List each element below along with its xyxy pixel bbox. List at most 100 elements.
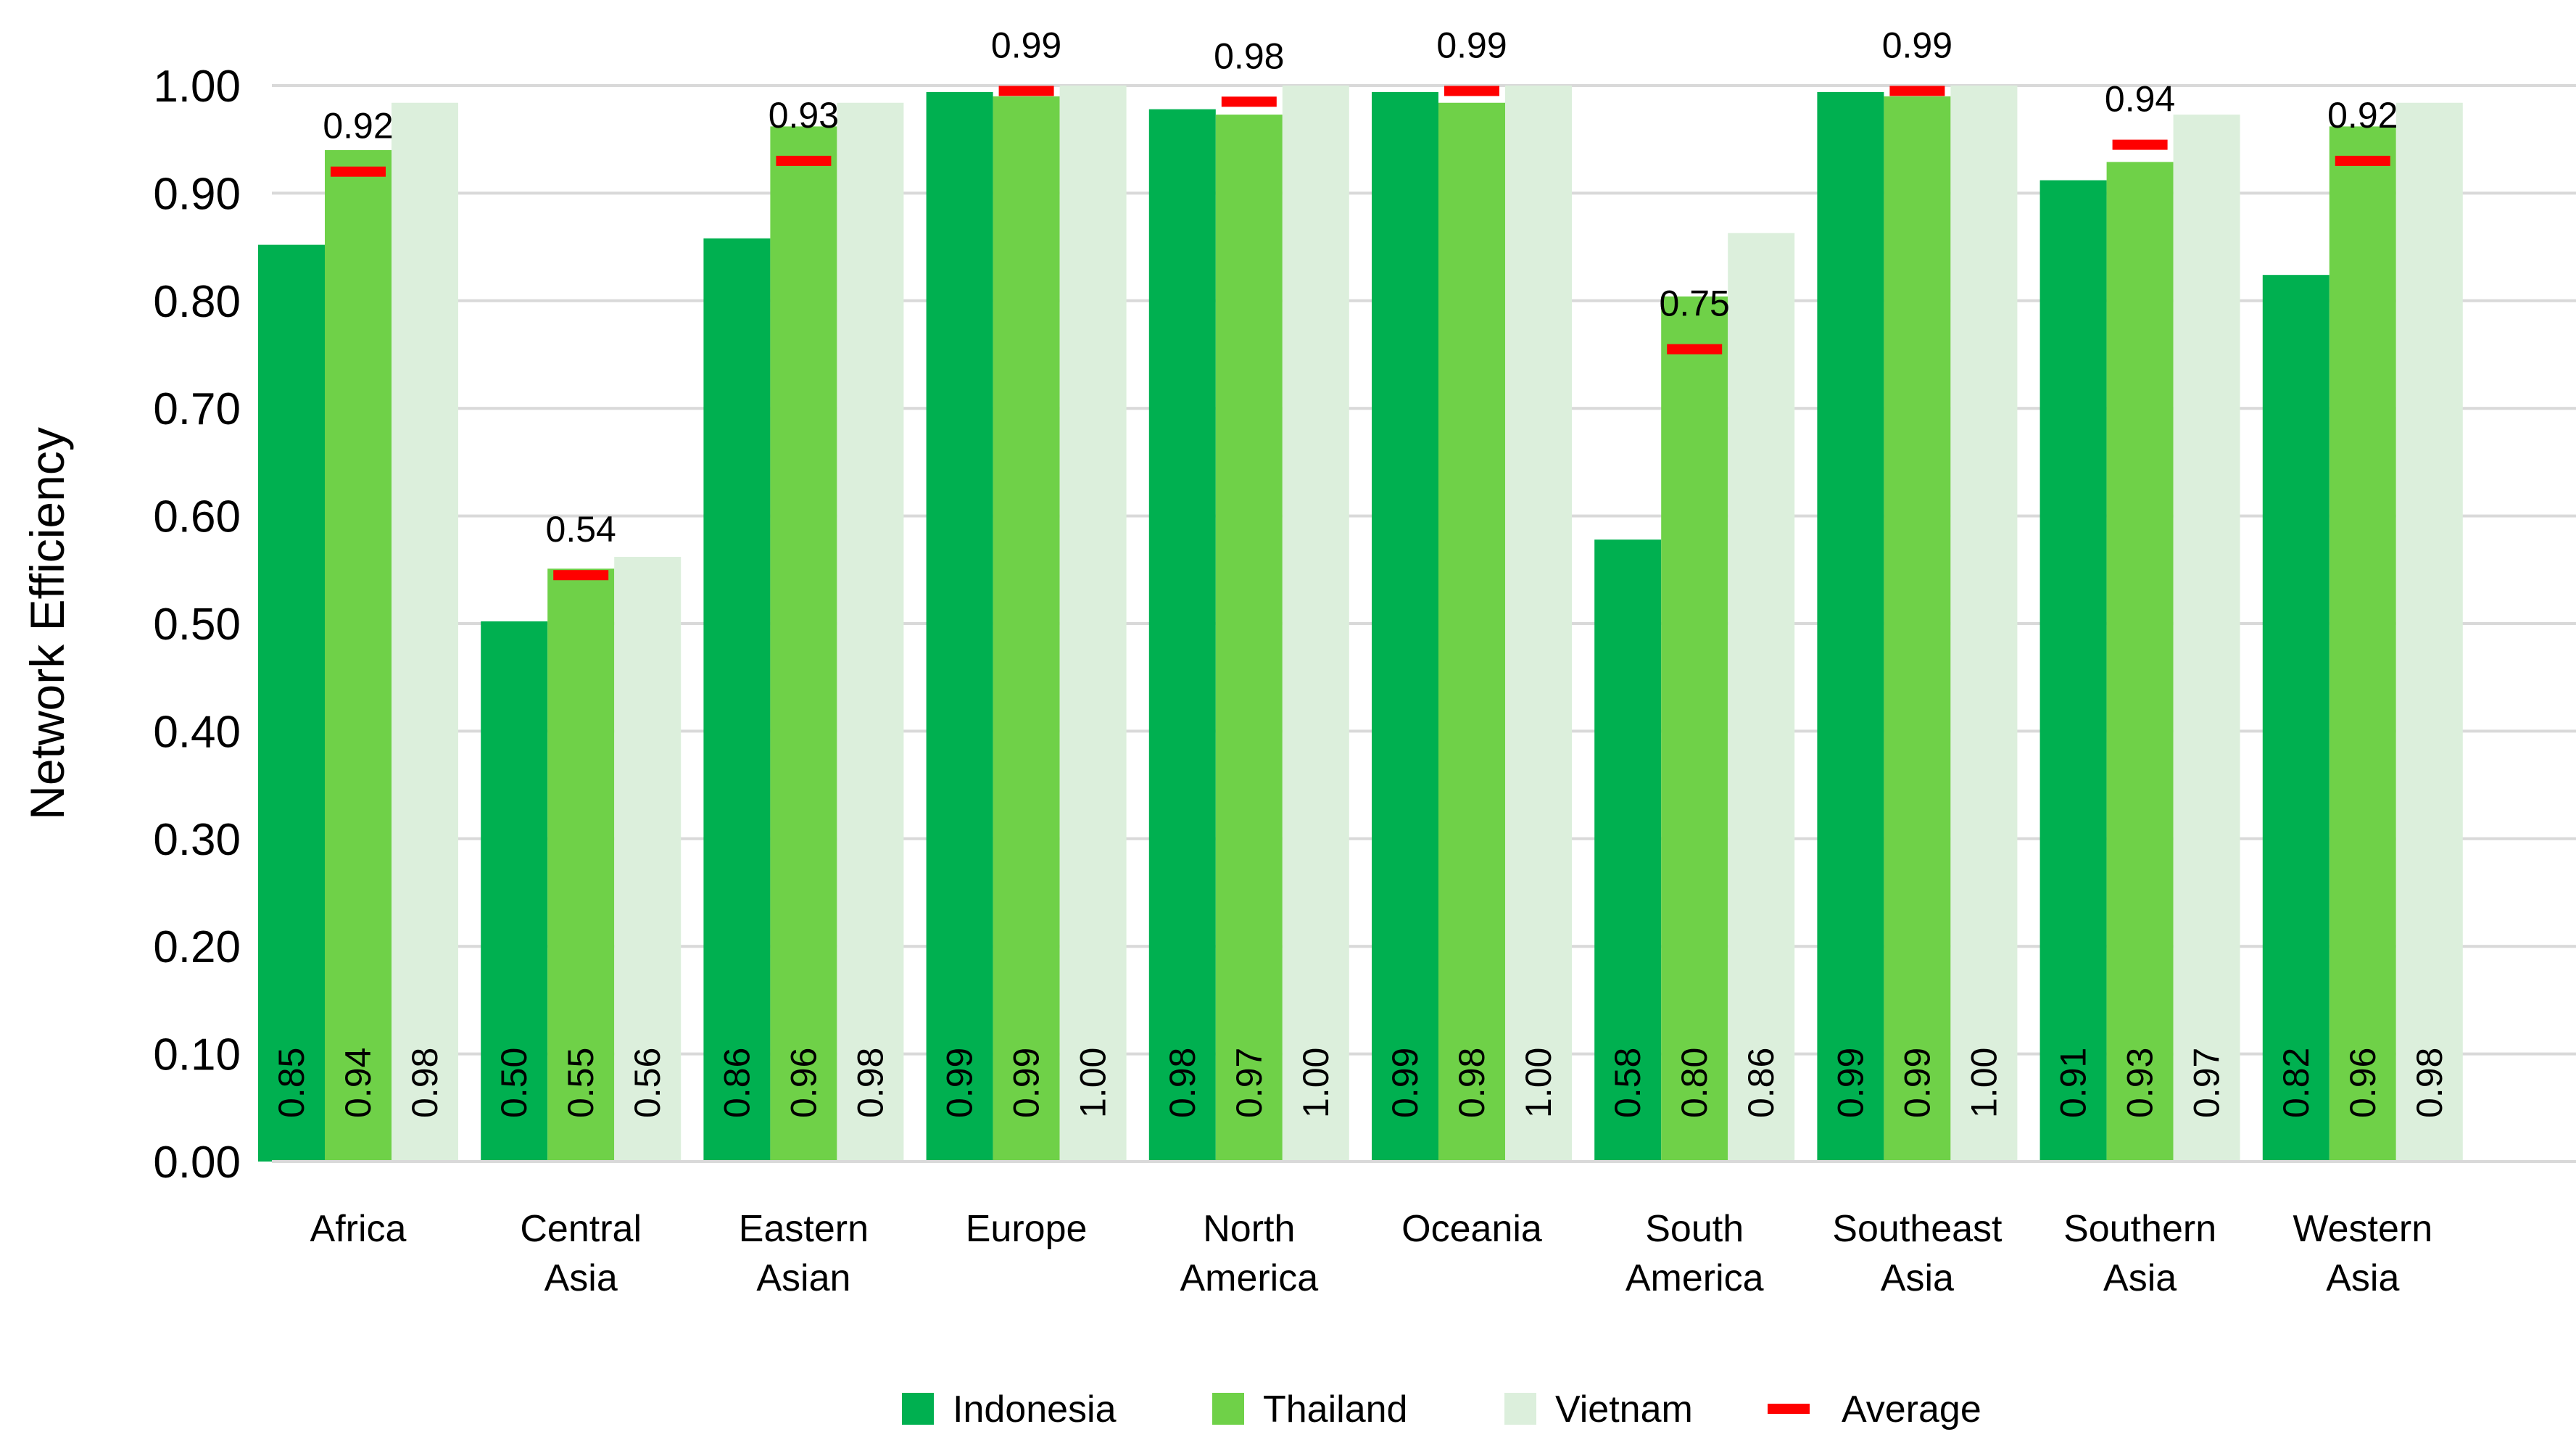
legend-swatch-thailand bbox=[1212, 1393, 1244, 1425]
average-value-label: 0.92 bbox=[2327, 95, 2398, 136]
x-tick-label: South bbox=[1645, 1208, 1744, 1250]
x-tick-label: America bbox=[1625, 1257, 1764, 1299]
average-marker-europe bbox=[998, 86, 1054, 96]
bar-value-label-indonesia: 0.85 bbox=[271, 1048, 312, 1118]
average-value-label: 0.99 bbox=[991, 25, 1061, 65]
y-tick-label: 1.00 bbox=[153, 62, 241, 112]
bar-vietnam-southern-asia bbox=[2173, 115, 2240, 1162]
x-tick-label: Western bbox=[2293, 1208, 2432, 1250]
bar-value-label-indonesia: 0.99 bbox=[940, 1048, 980, 1118]
bar-value-label-thailand: 0.55 bbox=[560, 1048, 601, 1118]
legend-swatch-indonesia bbox=[902, 1393, 934, 1425]
x-tick-label: Central bbox=[520, 1208, 642, 1250]
average-marker-central-asia bbox=[553, 570, 609, 581]
bar-indonesia-oceania bbox=[1372, 91, 1438, 1162]
bar-vietnam-south-america bbox=[1728, 233, 1795, 1162]
x-tick-label: Eastern bbox=[739, 1208, 869, 1250]
bar-thailand-oceania bbox=[1438, 102, 1505, 1162]
bar-value-label-thailand: 0.99 bbox=[1006, 1048, 1047, 1118]
bar-value-label-thailand: 0.97 bbox=[1229, 1048, 1270, 1118]
x-tick-label: North bbox=[1203, 1208, 1295, 1250]
y-tick-label: 0.70 bbox=[153, 384, 241, 434]
bar-indonesia-north-america bbox=[1148, 109, 1216, 1162]
x-tick-label: Asia bbox=[1881, 1257, 1954, 1299]
average-value-label: 0.99 bbox=[1882, 25, 1952, 65]
legend-label-thailand: Thailand bbox=[1263, 1388, 1407, 1431]
x-tick-label: Asia bbox=[2103, 1257, 2177, 1299]
bar-value-label-thailand: 0.96 bbox=[783, 1048, 824, 1118]
y-tick-label: 0.30 bbox=[153, 815, 241, 865]
x-tick-label: Africa bbox=[310, 1208, 407, 1250]
bar-indonesia-western-asia bbox=[2262, 275, 2329, 1162]
average-value-label: 0.99 bbox=[1436, 25, 1507, 65]
x-tick-label: Europe bbox=[966, 1208, 1088, 1250]
bar-vietnam-southeast-asia bbox=[1950, 86, 2018, 1162]
bar-vietnam-central-asia bbox=[614, 556, 682, 1162]
bar-value-label-thailand: 0.98 bbox=[1451, 1048, 1492, 1118]
average-value-label: 0.98 bbox=[1214, 36, 1284, 76]
bar-value-label-indonesia: 0.50 bbox=[494, 1048, 534, 1118]
bar-thailand-central-asia bbox=[547, 568, 615, 1162]
bar-value-label-indonesia: 0.86 bbox=[716, 1048, 757, 1118]
bar-value-label-vietnam: 0.56 bbox=[627, 1048, 668, 1118]
bar-value-label-vietnam: 1.00 bbox=[1963, 1048, 2004, 1118]
average-marker-eastern-asian bbox=[776, 155, 832, 166]
bar-indonesia-southern-asia bbox=[2039, 180, 2107, 1162]
y-tick-label: 0.50 bbox=[153, 600, 241, 650]
bar-vietnam-europe bbox=[1059, 86, 1127, 1162]
bar-indonesia-central-asia bbox=[481, 621, 548, 1162]
x-axis: Africa Central Asia Eastern Asian Europe North… bbox=[272, 1160, 2576, 1299]
x-tick-label: Asia bbox=[2326, 1257, 2399, 1299]
average-marker-western-asia bbox=[2335, 155, 2390, 166]
y-axis-title: Network Efficiency bbox=[20, 427, 74, 820]
y-tick-label: 0.10 bbox=[153, 1030, 241, 1080]
average-markers: 0.92 0.54 0.93 0.99 0.98 0.99 0.75 0.99 0.94 0.92 bbox=[323, 25, 2398, 581]
bar-value-label-thailand: 0.96 bbox=[2343, 1048, 2383, 1118]
y-tick-label: 0.00 bbox=[153, 1138, 241, 1188]
average-value-label: 0.75 bbox=[1660, 283, 1730, 324]
bar-vietnam-africa bbox=[392, 102, 458, 1162]
bar-value-label-vietnam: 0.97 bbox=[2187, 1048, 2227, 1118]
x-tick-label: Oceania bbox=[1401, 1208, 1542, 1250]
bar-thailand-eastern-asian bbox=[770, 126, 837, 1162]
bar-value-label-indonesia: 0.98 bbox=[1162, 1048, 1203, 1118]
legend-label-vietnam: Vietnam bbox=[1555, 1388, 1693, 1431]
bar-value-label-indonesia: 0.99 bbox=[1385, 1048, 1425, 1118]
bar-indonesia-eastern-asian bbox=[703, 238, 771, 1162]
y-tick-label: 0.20 bbox=[153, 922, 241, 972]
bar-value-label-vietnam: 1.00 bbox=[1073, 1048, 1114, 1118]
average-marker-south-america bbox=[1667, 344, 1723, 355]
bar-value-label-indonesia: 0.91 bbox=[2053, 1048, 2094, 1118]
bar-value-label-thailand: 0.80 bbox=[1674, 1048, 1715, 1118]
x-tick-label: America bbox=[1180, 1257, 1318, 1299]
average-marker-africa bbox=[331, 166, 386, 177]
bar-value-label-vietnam: 1.00 bbox=[1518, 1048, 1559, 1118]
bar-thailand-south-america bbox=[1661, 296, 1728, 1162]
bar-vietnam-oceania bbox=[1505, 86, 1572, 1162]
bar-thailand-southern-asia bbox=[2106, 162, 2174, 1162]
average-marker-north-america bbox=[1221, 96, 1277, 107]
legend-label-indonesia: Indonesia bbox=[953, 1388, 1117, 1431]
average-marker-southern-asia bbox=[2112, 139, 2168, 150]
bar-value-label-thailand: 0.93 bbox=[2120, 1048, 2161, 1118]
x-tick-label: Asia bbox=[544, 1257, 618, 1299]
bar-indonesia-south-america bbox=[1594, 539, 1662, 1162]
y-axis: 0.00 0.10 0.20 0.30 0.40 0.50 0.60 0.70 0.80 0.90… bbox=[153, 62, 241, 1188]
bar-value-label-indonesia: 0.99 bbox=[1830, 1048, 1871, 1118]
bar-thailand-western-asia bbox=[2329, 126, 2396, 1162]
y-tick-label: 0.60 bbox=[153, 492, 241, 542]
y-tick-label: 0.90 bbox=[153, 169, 241, 219]
bar-thailand-europe bbox=[993, 96, 1060, 1162]
average-marker-southeast-asia bbox=[1889, 86, 1945, 96]
bar-value-label-vietnam: 0.98 bbox=[405, 1048, 445, 1118]
bar-vietnam-eastern-asian bbox=[837, 102, 904, 1162]
bar-thailand-north-america bbox=[1215, 115, 1283, 1162]
average-value-label: 0.92 bbox=[323, 106, 393, 146]
bars: 0.85 0.94 0.98 0.50 0.55 0.56 0.86 0.96 0.98 0.99… bbox=[258, 86, 2463, 1162]
bar-indonesia-southeast-asia bbox=[1817, 91, 1884, 1162]
legend-swatch-average bbox=[1768, 1404, 1810, 1414]
bar-value-label-thailand: 0.99 bbox=[1897, 1048, 1937, 1118]
x-tick-label: Asian bbox=[756, 1257, 850, 1299]
bar-value-label-thailand: 0.94 bbox=[338, 1048, 378, 1118]
bar-vietnam-western-asia bbox=[2395, 102, 2463, 1162]
